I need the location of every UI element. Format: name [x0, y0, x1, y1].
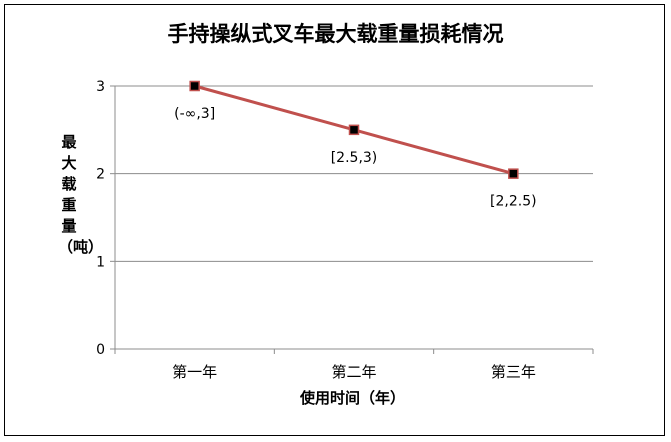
data-label: (-∞,3] [174, 106, 215, 122]
data-point [508, 168, 519, 179]
chart-frame [4, 4, 665, 436]
x-axis-label: 使用时间（年） [299, 389, 405, 407]
y-tick-label: 0 [96, 342, 105, 358]
data-point [189, 80, 200, 92]
chart-title: 手持操纵式叉车最大载重量损耗情况 [167, 21, 504, 46]
x-tick-label: 第二年 [331, 363, 376, 381]
y-tick-label: 2 [96, 167, 105, 183]
data-label: [2,2.5) [490, 194, 537, 210]
x-tick-label: 第三年 [491, 363, 536, 381]
x-tick-label: 第一年 [172, 363, 217, 381]
y-tick-label: 3 [96, 79, 105, 95]
data-point [348, 124, 360, 136]
y-tick-label: 1 [96, 254, 105, 270]
data-label: [2.5,3) [331, 150, 378, 166]
